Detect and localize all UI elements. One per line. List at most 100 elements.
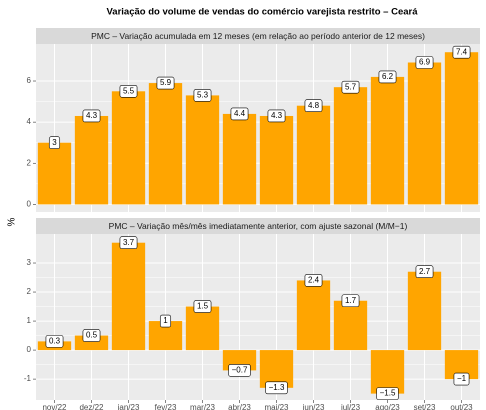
value-label-box <box>452 45 471 59</box>
y-tick-label: 1 <box>27 316 32 325</box>
x-tick-label: ago/23 <box>375 403 400 410</box>
value-label-text: 7.4 <box>456 47 468 56</box>
panel-title: PMC – Variação acumulada em 12 meses (em… <box>91 31 425 41</box>
value-label-box <box>48 136 61 150</box>
value-label: 1.5 <box>193 300 212 313</box>
value-label-text: 3.7 <box>123 238 135 247</box>
panel-background <box>36 234 480 400</box>
value-label-text: 5.5 <box>123 86 135 95</box>
value-label: 4.4 <box>230 107 249 121</box>
y-tick-label: 2 <box>27 287 32 296</box>
bar <box>296 280 331 351</box>
value-label-box <box>193 89 212 102</box>
value-label-text: 6.9 <box>419 58 431 67</box>
bar <box>222 113 257 205</box>
y-tick-label: 4 <box>27 117 32 126</box>
value-label-box <box>228 364 251 377</box>
value-label: −0.7 <box>228 364 251 377</box>
bar <box>407 62 442 205</box>
x-tick-label: nov/22 <box>42 403 67 410</box>
value-label-text: 2.7 <box>419 267 431 276</box>
value-label-box <box>453 372 470 386</box>
value-label-text: 5.7 <box>345 82 357 91</box>
value-label: 5.3 <box>193 89 212 102</box>
value-label-box <box>230 107 249 121</box>
y-tick-label: 3 <box>27 258 32 267</box>
value-label: 6.2 <box>378 70 397 84</box>
value-label-box <box>415 265 434 279</box>
value-label: 4.3 <box>267 109 286 123</box>
value-label-box <box>119 84 138 98</box>
value-label: 3.7 <box>119 236 138 250</box>
value-label-text: −0.7 <box>232 366 248 375</box>
value-label: 1 <box>159 314 172 328</box>
value-label: −1 <box>453 372 470 386</box>
value-label: 1.7 <box>341 294 360 308</box>
value-label: 7.4 <box>452 45 471 59</box>
value-label: 4.3 <box>82 109 101 123</box>
value-label-box <box>341 80 360 94</box>
chart-title: Variação do volume de vendas do comércio… <box>107 7 419 18</box>
value-label: 3 <box>48 136 61 150</box>
value-label-text: 6.2 <box>382 72 394 81</box>
y-tick-label: 0 <box>27 200 32 209</box>
x-tick-label: fev/23 <box>155 403 177 410</box>
bar <box>370 76 405 205</box>
y-tick-label: -1 <box>24 374 32 383</box>
bar <box>296 105 331 205</box>
value-label-text: 4.4 <box>234 109 246 118</box>
bar <box>259 115 294 205</box>
y-tick-label: 2 <box>27 158 32 167</box>
x-tick-label: mar/23 <box>190 403 215 410</box>
bar <box>333 300 368 351</box>
value-label: 5.9 <box>156 76 175 90</box>
value-label-text: 4.3 <box>271 111 283 120</box>
strip <box>36 218 480 234</box>
bar <box>74 115 109 205</box>
bar <box>370 350 405 394</box>
value-label-text: 1 <box>163 316 168 325</box>
x-tick-label: mai/23 <box>264 403 289 410</box>
value-label: 5.7 <box>341 80 360 94</box>
bar <box>111 242 146 351</box>
bar <box>111 91 146 205</box>
value-label-text: −1.5 <box>380 389 396 398</box>
value-label-box <box>119 236 138 250</box>
bar <box>444 52 479 205</box>
bar <box>185 95 220 205</box>
x-tick-label: jan/23 <box>117 403 140 410</box>
value-label-text: 2.4 <box>308 276 320 285</box>
value-label-text: 1.5 <box>197 302 209 311</box>
value-label-text: 5.9 <box>160 78 172 87</box>
value-label-box <box>193 300 212 313</box>
bar <box>37 142 72 205</box>
value-label-text: 4.3 <box>86 111 98 120</box>
value-label-box <box>265 381 288 395</box>
value-label-box <box>82 329 101 342</box>
value-label-text: −1.3 <box>269 383 285 392</box>
bar <box>333 87 368 205</box>
value-label: 5.5 <box>119 84 138 98</box>
value-label: 0.5 <box>82 329 101 342</box>
value-label-box <box>378 70 397 84</box>
value-label: 2.4 <box>304 274 323 287</box>
value-label-text: 0.3 <box>49 336 61 345</box>
value-label-text: −1 <box>457 374 467 383</box>
value-label-text: 3 <box>52 138 57 147</box>
value-label-text: 5.3 <box>197 91 209 100</box>
y-tick-label: 0 <box>27 345 32 354</box>
value-label-box <box>376 387 399 400</box>
y-tick-label: 6 <box>27 76 32 85</box>
value-label-text: 4.8 <box>308 101 320 110</box>
value-label: −1.5 <box>376 387 399 400</box>
value-label-box <box>304 274 323 287</box>
value-label-box <box>341 294 360 308</box>
value-label-box <box>156 76 175 90</box>
bar <box>185 306 220 351</box>
value-label-box <box>267 109 286 123</box>
value-label-text: 1.7 <box>345 296 357 305</box>
bar <box>407 271 442 351</box>
panel-title: PMC – Variação mês/mês imediatamente ant… <box>109 221 408 231</box>
x-tick-label: abr/23 <box>228 403 251 410</box>
